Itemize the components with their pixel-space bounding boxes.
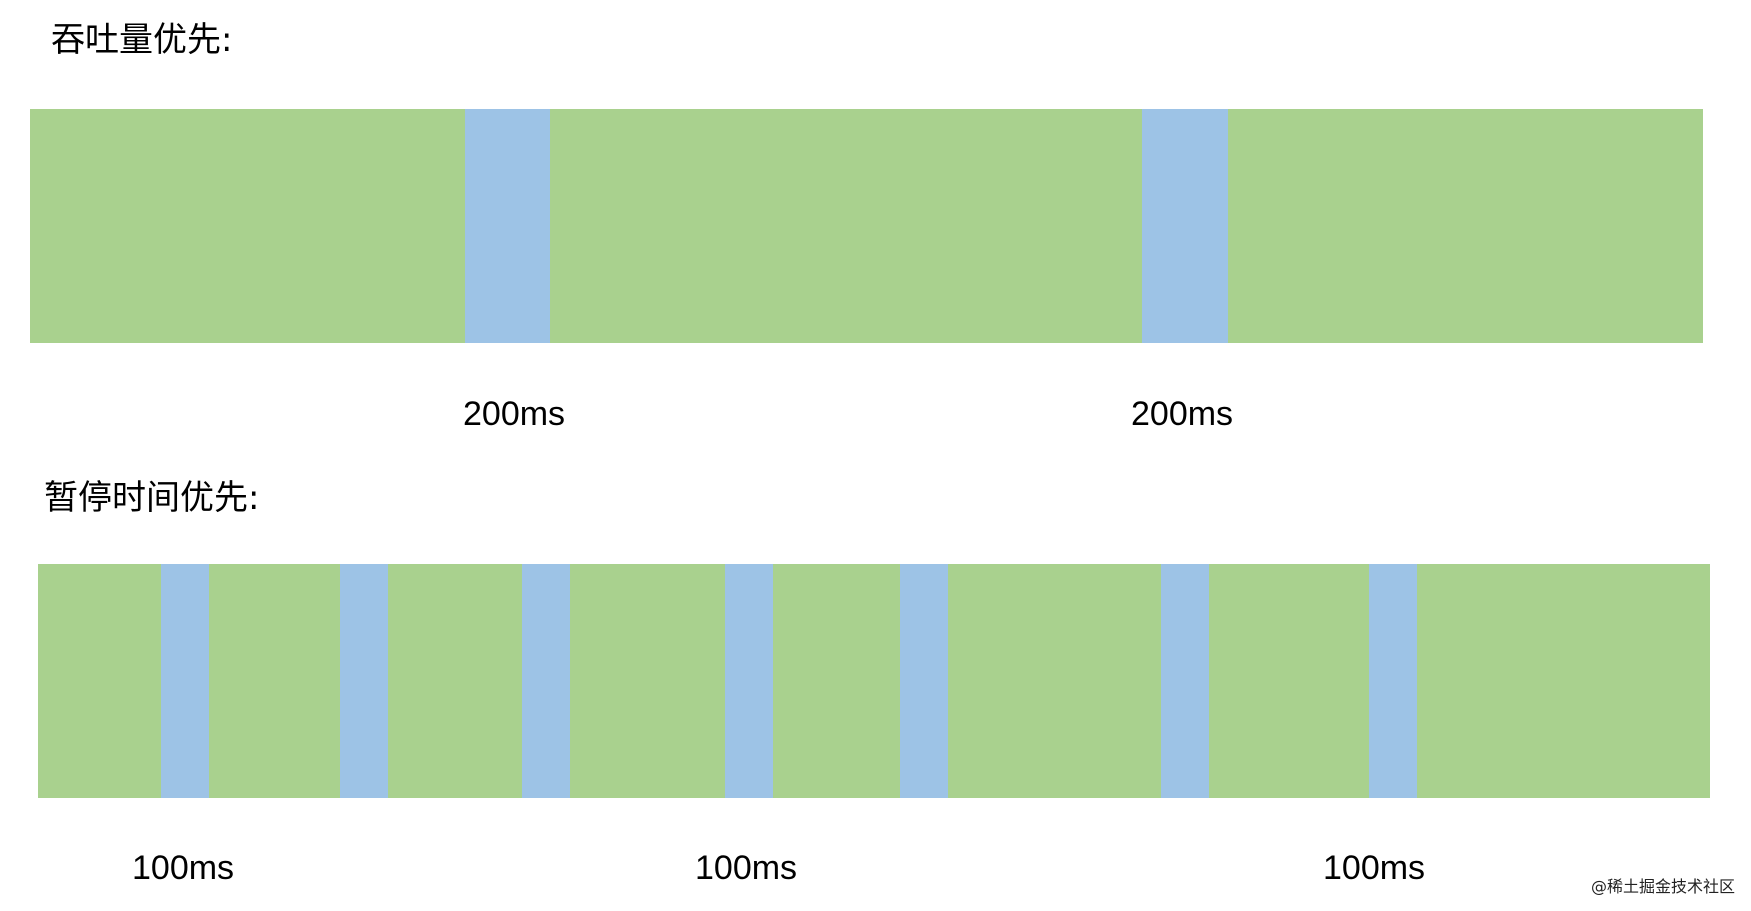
gc-pause-block <box>1369 564 1417 798</box>
pause-time-timeline-bar <box>38 564 1710 798</box>
gc-pause-block <box>900 564 948 798</box>
gc-pause-block <box>465 109 550 343</box>
pause-time-first-title: 暂停时间优先: <box>44 478 260 518</box>
gc-pause-block <box>522 564 570 798</box>
pause-duration-label: 100ms <box>695 849 798 887</box>
gc-pause-block <box>725 564 773 798</box>
gc-pause-block <box>1142 109 1228 343</box>
pause-duration-label: 200ms <box>463 395 566 433</box>
watermark: @稀土掘金技术社区 <box>1590 877 1735 896</box>
gc-pause-block <box>1161 564 1209 798</box>
pause-duration-label: 100ms <box>1323 849 1426 887</box>
throughput-timeline-bar <box>30 109 1703 343</box>
gc-pause-block <box>340 564 388 798</box>
throughput-first-title: 吞吐量优先: <box>51 20 233 60</box>
pause-duration-label: 100ms <box>132 849 235 887</box>
pause-duration-label: 200ms <box>1131 395 1234 433</box>
gc-pause-block <box>161 564 209 798</box>
